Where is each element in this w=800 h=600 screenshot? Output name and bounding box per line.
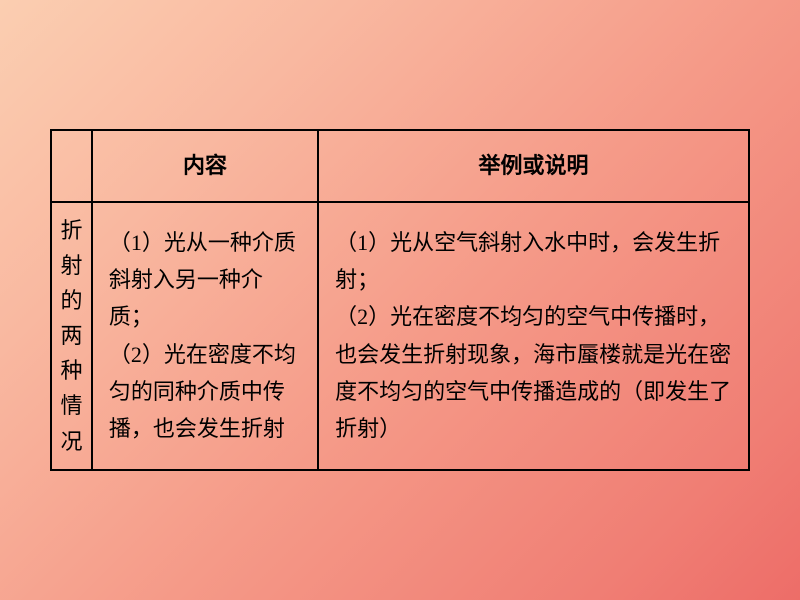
table-row: 折射的两种情况 （1）光从一种介质斜射入另一种介质；（2）光在密度不均匀的同种介…: [51, 202, 749, 470]
slide-background: 内容 举例或说明 折射的两种情况 （1）光从一种介质斜射入另一种介质；（2）光在…: [0, 0, 800, 600]
header-blank: [51, 130, 92, 201]
header-content: 内容: [92, 130, 318, 201]
refraction-table: 内容 举例或说明 折射的两种情况 （1）光从一种介质斜射入另一种介质；（2）光在…: [50, 129, 750, 471]
row-label: 折射的两种情况: [51, 202, 92, 470]
row-content: （1）光从一种介质斜射入另一种介质；（2）光在密度不均匀的同种介质中传播，也会发…: [92, 202, 318, 470]
table-header-row: 内容 举例或说明: [51, 130, 749, 201]
row-example: （1）光从空气斜射入水中时，会发生折射；（2）光在密度不均匀的空气中传播时，也会…: [318, 202, 749, 470]
header-example: 举例或说明: [318, 130, 749, 201]
